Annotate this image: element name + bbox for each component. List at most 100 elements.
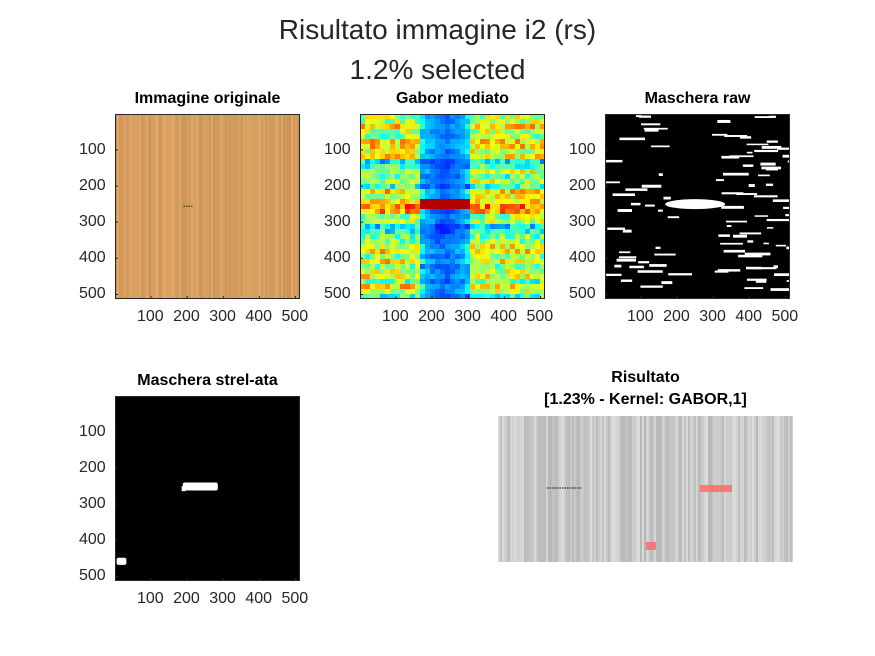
wood-grain-stripe <box>271 114 273 299</box>
gabor-cell <box>535 234 541 240</box>
result-grain-stripe <box>776 416 778 562</box>
mask-streak <box>736 193 758 196</box>
gabor-cell <box>425 139 431 145</box>
gabor-cell <box>505 289 511 295</box>
gabor-cell <box>465 224 471 230</box>
gabor-cell <box>535 229 541 235</box>
gabor-cell <box>370 209 376 215</box>
gabor-cell <box>390 189 396 195</box>
gabor-cell <box>410 124 416 130</box>
gabor-cell <box>480 284 486 290</box>
gabor-cell <box>525 179 531 185</box>
gabor-cell <box>520 239 526 245</box>
gabor-cell <box>390 209 396 215</box>
gabor-cell <box>510 159 516 165</box>
gabor-cell <box>500 164 506 170</box>
gabor-cell <box>465 204 471 210</box>
gabor-cell <box>500 174 506 180</box>
gabor-cell <box>410 194 416 200</box>
gabor-cell <box>485 229 491 235</box>
gabor-cell <box>530 254 536 260</box>
gabor-cell <box>420 164 426 170</box>
wood-grain-stripe <box>179 114 181 299</box>
gabor-cell <box>360 189 366 195</box>
gabor-cell <box>370 129 376 135</box>
gabor-cell <box>460 284 466 290</box>
gabor-cell <box>525 229 531 235</box>
mask-streak <box>663 196 671 200</box>
axes-frame <box>605 114 790 299</box>
result-highlight-blob <box>646 542 656 550</box>
gabor-cell <box>475 214 481 220</box>
gabor-cell <box>485 214 491 220</box>
gabor-cell <box>410 284 416 290</box>
result-grain-stripe <box>660 416 662 562</box>
gabor-cell <box>480 274 486 280</box>
gabor-cell <box>480 214 486 220</box>
gabor-cell <box>375 239 381 245</box>
gabor-cell <box>470 144 476 150</box>
gabor-cell <box>510 119 516 125</box>
gabor-cell <box>475 199 481 205</box>
gabor-cell <box>490 209 496 215</box>
gabor-cell <box>405 289 411 295</box>
gabor-cell <box>420 274 426 280</box>
gabor-cell <box>490 144 496 150</box>
gabor-cell <box>360 164 366 170</box>
gabor-cell <box>430 234 436 240</box>
gabor-cell <box>475 234 481 240</box>
mask-streak <box>661 281 673 285</box>
gabor-cell <box>440 114 446 120</box>
wood-grain-stripe <box>285 114 287 299</box>
gabor-cell <box>370 259 376 265</box>
gabor-cell <box>380 174 386 180</box>
gabor-cell <box>540 179 545 185</box>
gabor-cell <box>400 294 406 299</box>
gabor-cell <box>415 234 421 240</box>
gabor-cell <box>400 159 406 165</box>
gabor-cell <box>470 209 476 215</box>
gabor-cell <box>525 154 531 160</box>
gabor-cell <box>530 139 536 145</box>
gabor-cell <box>495 234 501 240</box>
gabor-cell <box>485 209 491 215</box>
gabor-cell <box>410 269 416 275</box>
gabor-cell <box>385 264 391 270</box>
gabor-cell <box>450 194 456 200</box>
gabor-cell <box>415 154 421 160</box>
gabor-cell <box>435 284 441 290</box>
gabor-cell <box>415 274 421 280</box>
wood-grain-stripe <box>131 114 133 299</box>
gabor-cell <box>535 194 541 200</box>
gabor-cell <box>530 184 536 190</box>
gabor-cell <box>445 254 451 260</box>
gabor-cell <box>480 114 486 120</box>
wood-grain-stripe <box>149 114 151 299</box>
gabor-cell <box>490 284 496 290</box>
gabor-cell <box>385 129 391 135</box>
gabor-cell <box>530 284 536 290</box>
gabor-cell <box>395 284 401 290</box>
gabor-cell <box>415 169 421 175</box>
result-grain-stripe <box>608 416 610 562</box>
gabor-cell <box>510 209 516 215</box>
gabor-cell <box>490 229 496 235</box>
gabor-cell <box>400 204 406 210</box>
gabor-cell <box>460 259 466 265</box>
gabor-cell <box>450 169 456 175</box>
result-grain-stripe <box>694 416 696 562</box>
gabor-cell <box>530 244 536 250</box>
result-grain-stripe <box>738 416 740 562</box>
wood-grain-stripe <box>215 114 217 299</box>
gabor-cell <box>370 134 376 140</box>
gabor-cell <box>515 184 521 190</box>
gabor-cell <box>360 254 366 260</box>
gabor-cell <box>435 259 441 265</box>
gabor-cell <box>400 114 406 120</box>
gabor-cell <box>490 189 496 195</box>
gabor-cell <box>400 139 406 145</box>
gabor-cell <box>480 124 486 130</box>
axes-maschera-strel-ata <box>115 396 300 581</box>
gabor-cell <box>520 139 526 145</box>
gabor-cell <box>450 274 456 280</box>
